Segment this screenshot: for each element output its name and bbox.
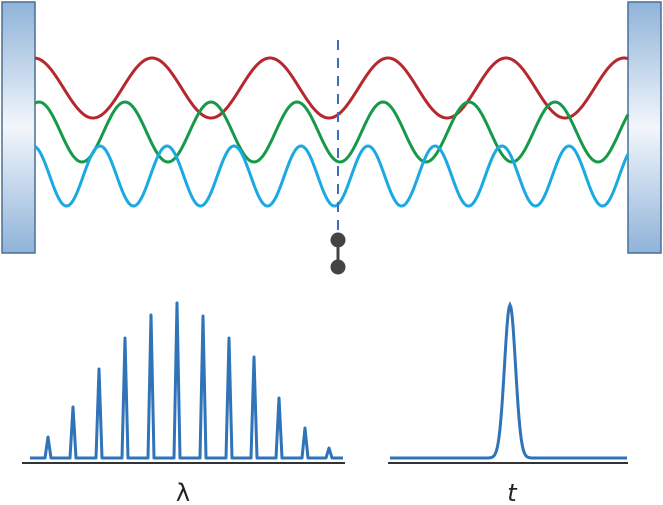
time-axis-label: t [507, 479, 518, 505]
output-dot [330, 259, 346, 275]
spectrum-curve [30, 301, 343, 460]
left-mirror [1, 1, 36, 254]
spectrum-axis-label: λ [176, 479, 190, 505]
cavity-modes [34, 56, 630, 208]
mode-wave [34, 100, 630, 164]
mode-wave [34, 144, 630, 208]
mode-wave [34, 56, 629, 120]
pulse-curve [390, 300, 627, 460]
right-mirror [627, 1, 662, 254]
output-dot [330, 232, 346, 248]
